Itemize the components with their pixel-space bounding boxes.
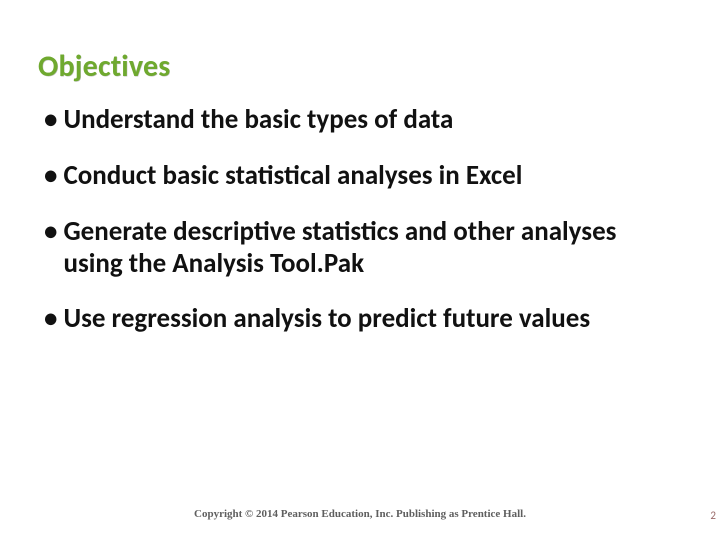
bullet-text: Use regression analysis to predict futur… [63,303,674,335]
bullet-item: • Use regression analysis to predict fut… [44,303,674,335]
bullet-text: Conduct basic statistical analyses in Ex… [63,160,674,192]
bullet-list: • Understand the basic types of data • C… [44,104,674,359]
copyright-footer: Copyright © 2014 Pearson Education, Inc.… [0,508,720,520]
bullet-text: Understand the basic types of data [63,104,674,136]
bullet-item: • Conduct basic statistical analyses in … [44,160,674,192]
slide: Objectives • Understand the basic types … [0,0,720,540]
bullet-dot-icon: • [44,216,57,248]
bullet-item: • Generate descriptive statistics and ot… [44,216,674,280]
page-number: 2 [710,509,716,522]
bullet-dot-icon: • [44,303,57,335]
bullet-text: Generate descriptive statistics and othe… [63,216,674,280]
slide-title: Objectives [38,48,170,85]
bullet-dot-icon: • [44,104,57,136]
bullet-item: • Understand the basic types of data [44,104,674,136]
bullet-dot-icon: • [44,160,57,192]
